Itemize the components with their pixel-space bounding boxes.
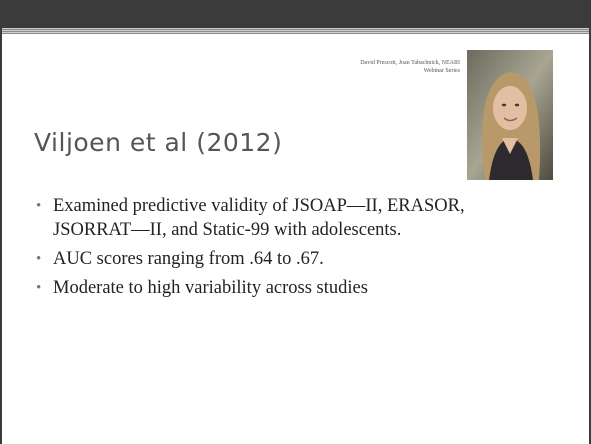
bullet-list: Examined predictive validity of JSOAP—II…	[35, 194, 505, 305]
slide-title: Viljoen et al (2012)	[34, 128, 283, 157]
bullet-item: Moderate to high variability across stud…	[35, 276, 505, 300]
photo	[467, 50, 553, 180]
bullet-item: AUC scores ranging from .64 to .67.	[35, 247, 505, 271]
top-bar	[2, 0, 589, 28]
bullet-item: Examined predictive validity of JSOAP—II…	[35, 194, 505, 242]
stripe-band	[2, 28, 589, 34]
credit: David Prescott, Joan Tabachnick, NEARI W…	[360, 60, 460, 74]
